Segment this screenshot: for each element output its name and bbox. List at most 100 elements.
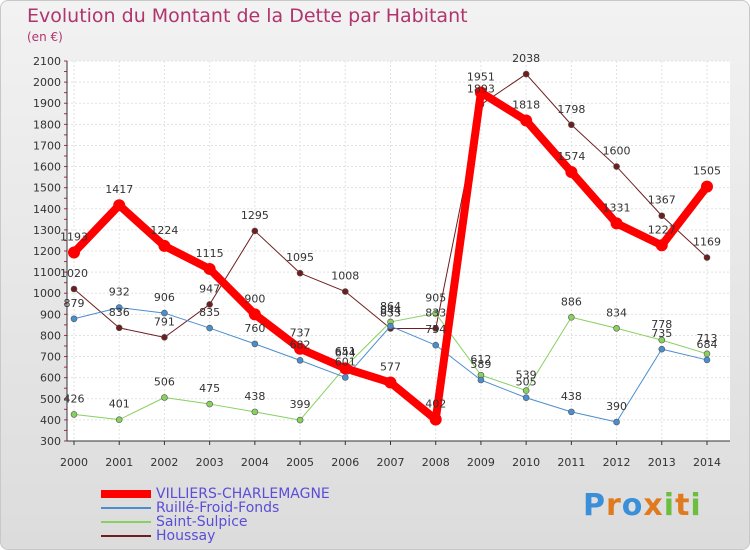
x-tick-label: 2007 — [377, 456, 405, 469]
y-tick-label: 1300 — [33, 224, 61, 237]
data-point — [296, 416, 304, 424]
y-tick-label: 400 — [40, 414, 61, 427]
data-point — [610, 217, 623, 230]
data-label: 682 — [290, 338, 311, 351]
data-label: 539 — [516, 369, 537, 382]
data-point — [251, 340, 259, 348]
data-point — [658, 336, 666, 344]
data-label: 1951 — [467, 70, 495, 83]
x-tick-label: 2000 — [60, 456, 88, 469]
data-point — [565, 166, 578, 179]
data-label: 1798 — [557, 103, 585, 116]
data-point — [206, 400, 213, 408]
legend-item: Saint-Sulpice — [101, 515, 330, 529]
data-label: 905 — [425, 291, 446, 304]
data-label: 1008 — [331, 270, 359, 283]
data-point — [474, 86, 487, 99]
data-point — [522, 394, 530, 402]
data-label: 684 — [697, 338, 718, 351]
data-point — [568, 408, 575, 416]
data-point — [655, 239, 668, 252]
data-point — [520, 114, 533, 127]
y-tick-label: 300 — [40, 435, 61, 448]
x-tick-label: 2013 — [648, 456, 676, 469]
x-tick-label: 2008 — [422, 456, 450, 469]
data-label: 1505 — [693, 165, 721, 178]
data-point — [161, 309, 168, 317]
x-tick-label: 2002 — [150, 456, 178, 469]
data-label: 399 — [290, 398, 311, 411]
data-label: 651 — [335, 345, 356, 358]
y-tick-label: 700 — [40, 351, 61, 364]
y-tick-label: 2000 — [33, 76, 61, 89]
x-tick-label: 2005 — [286, 456, 314, 469]
logo-letter: t — [675, 488, 691, 523]
data-point — [68, 246, 80, 259]
data-label: 791 — [154, 315, 175, 328]
y-tick-label: 1400 — [33, 203, 61, 216]
data-point — [248, 308, 261, 321]
data-point — [115, 324, 123, 332]
data-point — [432, 341, 440, 349]
y-tick-label: 1700 — [33, 139, 61, 152]
data-label: 1367 — [648, 194, 676, 207]
legend-item: VILLIERS-CHARLEMAGNE — [101, 487, 330, 501]
legend-label: Houssay — [156, 528, 216, 544]
data-point — [613, 163, 620, 170]
data-label: 1893 — [467, 83, 495, 96]
data-point — [70, 315, 78, 323]
data-point — [703, 356, 711, 364]
data-label: 2038 — [512, 52, 540, 65]
x-tick-label: 2014 — [693, 456, 721, 469]
legend-swatch — [101, 490, 151, 498]
legend: VILLIERS-CHARLEMAGNE Ruillé-Froid-Fonds Sa… — [101, 487, 330, 543]
data-point — [206, 324, 213, 332]
data-point — [522, 70, 530, 78]
x-tick-label: 2011 — [557, 456, 585, 469]
data-point — [658, 212, 666, 220]
data-point — [161, 394, 168, 401]
data-label: 1417 — [105, 183, 133, 196]
legend-label: VILLIERS-CHARLEMAGNE — [156, 486, 330, 502]
y-tick-label: 1900 — [33, 97, 61, 110]
y-tick-label: 1000 — [33, 287, 61, 300]
data-label: 836 — [109, 306, 130, 319]
data-label: 906 — [154, 291, 175, 304]
data-point — [70, 285, 78, 293]
data-label: 438 — [244, 390, 265, 403]
y-tick-label: 1800 — [33, 118, 61, 131]
data-point — [294, 342, 307, 355]
logo-letter: P — [583, 488, 606, 523]
data-label: 932 — [109, 286, 130, 299]
data-point — [429, 413, 442, 426]
data-label: 644 — [335, 346, 356, 359]
data-point — [613, 418, 620, 426]
data-label: 601 — [335, 355, 356, 368]
data-label: 879 — [64, 297, 85, 310]
data-label: 402 — [425, 397, 446, 410]
data-point — [115, 416, 123, 423]
y-tick-label: 1500 — [33, 182, 61, 195]
y-tick-label: 1200 — [33, 245, 61, 258]
data-label: 505 — [516, 376, 537, 389]
y-tick-label: 1100 — [33, 266, 61, 279]
data-label: 1295 — [241, 209, 269, 222]
data-label: 1600 — [603, 145, 631, 158]
data-point — [115, 304, 123, 311]
proxiti-logo: Proxiti — [583, 488, 702, 523]
data-point — [384, 376, 397, 389]
y-tick-label: 1600 — [33, 161, 61, 174]
data-point — [613, 324, 620, 332]
legend-swatch — [101, 535, 151, 537]
logo-letter: i — [663, 488, 676, 523]
data-label: 506 — [154, 376, 175, 389]
logo-letter: x — [643, 488, 664, 523]
data-label: 864 — [380, 300, 401, 313]
data-label: 735 — [651, 327, 672, 340]
x-tick-label: 2009 — [467, 456, 495, 469]
y-tick-label: 800 — [40, 329, 61, 342]
data-point — [703, 254, 711, 261]
legend-item: Ruillé-Froid-Fonds — [101, 501, 330, 515]
